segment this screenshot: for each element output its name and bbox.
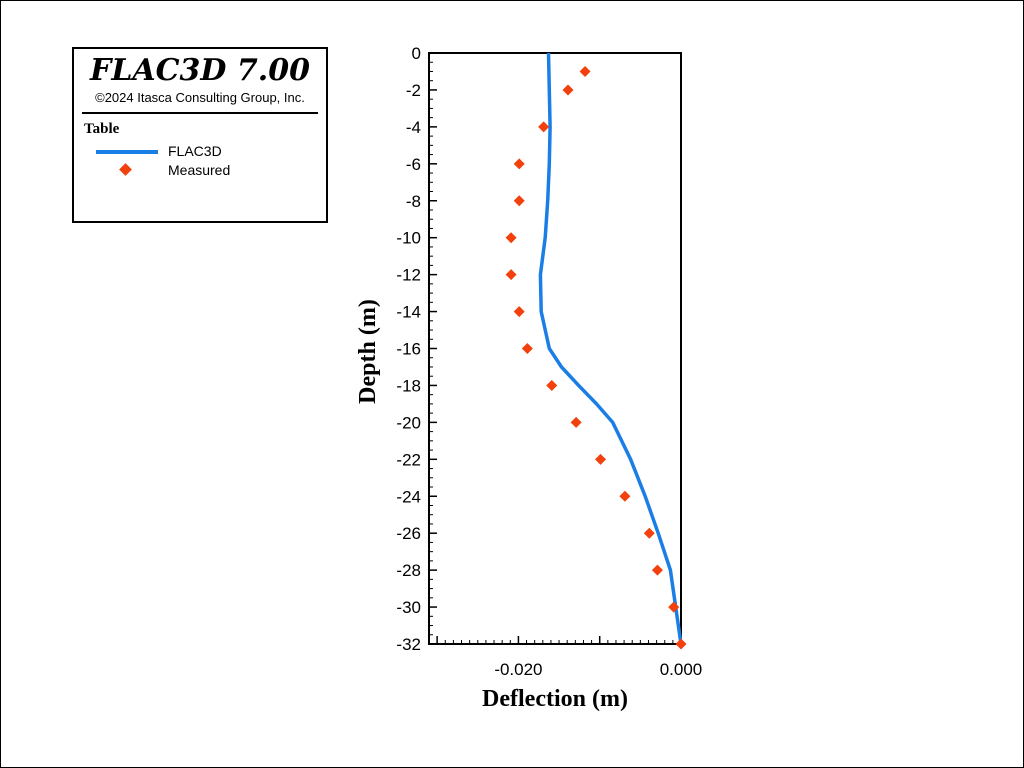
legend-box: FLAC3D 7.00 ©2024 Itasca Consulting Grou…	[72, 47, 328, 223]
measured-point	[651, 564, 663, 576]
legend-copyright: ©2024 Itasca Consulting Group, Inc.	[95, 90, 305, 105]
y-axis-title: Depth (m)	[355, 299, 381, 404]
plot-area	[428, 52, 682, 645]
measured-point	[505, 232, 517, 244]
y-tick-label: -26	[396, 524, 421, 543]
measured-point	[513, 158, 525, 170]
measured-point	[513, 195, 525, 207]
measured-point	[595, 453, 607, 465]
measured-point	[668, 601, 680, 613]
legend-swatch-flac3d	[96, 150, 158, 154]
y-tick-label: -10	[396, 229, 421, 248]
legend-label-measured: Measured	[168, 162, 231, 178]
plot-border	[428, 52, 682, 645]
measured-point	[643, 527, 655, 539]
measured-point	[579, 65, 591, 77]
series-flac3d-line	[538, 52, 683, 645]
y-tick-label: -24	[396, 487, 421, 506]
measured-point	[546, 379, 558, 391]
y-tick-label: -30	[396, 598, 421, 617]
y-axis: 0 -2 -4 -6 -8 -10 -12 -14 -16 -18 -20 -22 -24 -26 -28 -…	[396, 44, 437, 654]
x-axis: -0.020 0.000	[428, 636, 703, 679]
y-tick-label: -20	[396, 413, 421, 432]
measured-point	[538, 121, 550, 133]
x-tick-label: 0.000	[660, 660, 703, 679]
y-tick-label: -32	[396, 635, 421, 654]
y-tick-label: 0	[412, 44, 421, 63]
measured-point	[570, 416, 582, 428]
y-tick-label: -18	[396, 376, 421, 395]
y-tick-label: -14	[396, 303, 421, 322]
y-tick-label: -6	[406, 155, 421, 174]
y-tick-label: -12	[396, 266, 421, 285]
x-tick-label: -0.020	[494, 660, 542, 679]
y-tick-label: -4	[406, 118, 421, 137]
legend-label-flac3d: FLAC3D	[168, 143, 222, 159]
x-axis-title: Deflection (m)	[482, 686, 628, 712]
legend-title: FLAC3D 7.00	[90, 53, 310, 88]
y-tick-label: -16	[396, 340, 421, 359]
series-group	[505, 52, 687, 650]
measured-point	[505, 269, 517, 281]
measured-point	[562, 84, 574, 96]
legend-table-label: Table	[84, 121, 120, 137]
measured-point	[619, 490, 631, 502]
y-tick-label: -22	[396, 450, 421, 469]
y-tick-label: -28	[396, 561, 421, 580]
y-tick-label: -8	[406, 192, 421, 211]
measured-point	[675, 638, 687, 650]
measured-point	[521, 343, 533, 354]
measured-point	[513, 306, 525, 318]
y-tick-label: -2	[406, 81, 421, 100]
legend-divider	[82, 112, 318, 114]
